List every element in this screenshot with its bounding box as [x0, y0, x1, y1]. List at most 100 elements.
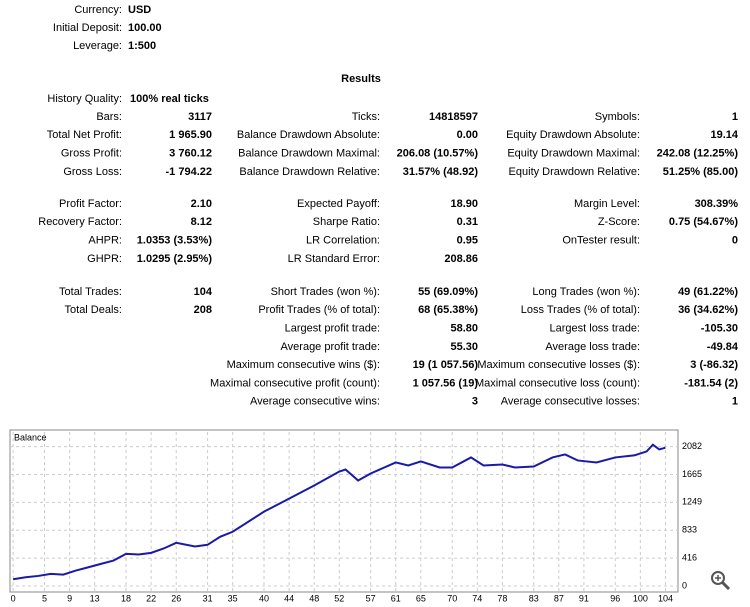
field-value: 208.86 — [444, 253, 478, 265]
field-value: 104 — [194, 286, 213, 298]
zoom-icon[interactable] — [711, 571, 731, 591]
x-tick-label: 74 — [472, 593, 482, 603]
x-tick-label: 52 — [334, 593, 344, 603]
field-label: Ticks: — [352, 111, 380, 123]
field-value: -181.54 (2) — [684, 377, 738, 389]
chart-frame — [9, 429, 679, 593]
x-tick-label: 18 — [121, 593, 131, 603]
field-label: Profit Factor: — [59, 198, 122, 210]
field-value: 1:500 — [128, 40, 156, 52]
field-label: Total Net Profit: — [47, 129, 122, 141]
field-value: 308.39% — [695, 198, 739, 210]
field-label: Symbols: — [595, 111, 640, 123]
field-value: 0.95 — [457, 235, 478, 247]
field-label: LR Correlation: — [306, 235, 380, 247]
field-label: GHPR: — [87, 253, 122, 265]
field-value: 55.30 — [450, 341, 478, 353]
field-label: Average profit trade: — [281, 341, 380, 353]
field-value: 19.14 — [710, 129, 738, 141]
field-label: Recovery Factor: — [38, 216, 122, 228]
field-value: 55 (69.09%) — [418, 286, 478, 298]
y-tick-label: 0 — [682, 580, 687, 590]
field-label: Gross Loss: — [63, 166, 122, 178]
x-tick-label: 22 — [146, 593, 156, 603]
field-value: 206.08 (10.57%) — [397, 148, 479, 160]
field-value: USD — [128, 4, 151, 16]
field-value: 1.0295 (2.95%) — [137, 253, 213, 265]
field-value: -105.30 — [701, 323, 738, 335]
x-tick-label: 5 — [42, 593, 47, 603]
x-tick-label: 48 — [309, 593, 319, 603]
field-label: Expected Payoff: — [297, 198, 380, 210]
field-label: Initial Deposit: — [53, 22, 122, 34]
field-value: 0.75 (54.67%) — [669, 216, 738, 228]
field-label: Margin Level: — [574, 198, 640, 210]
field-label: History Quality: — [47, 93, 122, 105]
field-value: 68 (65.38%) — [418, 304, 478, 316]
x-tick-label: 78 — [497, 593, 507, 603]
field-label: AHPR: — [88, 235, 122, 247]
field-value: 0 — [732, 235, 738, 247]
field-label: Average consecutive wins: — [250, 396, 380, 408]
field-value: 242.08 (12.25%) — [657, 148, 739, 160]
x-tick-label: 13 — [90, 593, 100, 603]
field-value: -1 794.22 — [166, 166, 212, 178]
y-tick-label: 416 — [682, 553, 697, 563]
y-tick-label: 2082 — [682, 441, 702, 451]
field-label: Average consecutive losses: — [501, 396, 640, 408]
field-value: 31.57% (48.92) — [403, 166, 479, 178]
field-value: -49.84 — [707, 341, 739, 353]
x-tick-label: 87 — [554, 593, 564, 603]
field-value: 208 — [194, 304, 212, 316]
field-label: LR Standard Error: — [288, 253, 380, 265]
field-label: Largest profit trade: — [285, 323, 380, 335]
field-value: 3 — [472, 396, 478, 408]
field-value: 1 — [732, 396, 738, 408]
field-value: 1 — [732, 111, 738, 123]
field-label: Sharpe Ratio: — [313, 216, 380, 228]
field-label: Largest loss trade: — [550, 323, 641, 335]
field-label: Loss Trades (% of total): — [521, 304, 640, 316]
x-tick-label: 26 — [171, 593, 181, 603]
field-label: Balance Drawdown Maximal: — [238, 148, 380, 160]
field-value: 58.80 — [450, 323, 478, 335]
section-title: Results — [341, 73, 381, 85]
field-label: Equity Drawdown Relative: — [509, 166, 640, 178]
field-label: Maximum consecutive losses ($): — [477, 359, 640, 371]
x-tick-label: 65 — [416, 593, 426, 603]
field-value: 51.25% (85.00) — [663, 166, 739, 178]
field-label: Currency: — [74, 4, 122, 16]
y-tick-label: 833 — [682, 525, 697, 535]
field-value: 49 (61.22%) — [678, 286, 738, 298]
field-label: Maximal consecutive profit (count): — [210, 377, 380, 389]
field-value: 1 057.56 (19) — [413, 377, 479, 389]
x-tick-label: 44 — [284, 593, 294, 603]
x-tick-label: 0 — [11, 593, 16, 603]
field-label: Z-Score: — [598, 216, 640, 228]
field-label: Long Trades (won %): — [532, 286, 640, 298]
field-label: Gross Profit: — [61, 148, 122, 160]
x-tick-label: 57 — [366, 593, 376, 603]
field-value: 1.0353 (3.53%) — [137, 235, 213, 247]
field-label: Equity Drawdown Absolute: — [506, 129, 640, 141]
field-label: Total Deals: — [65, 304, 122, 316]
field-value: 1 965.90 — [169, 129, 212, 141]
field-label: Equity Drawdown Maximal: — [507, 148, 640, 160]
x-tick-label: 100 — [633, 593, 648, 603]
x-tick-label: 104 — [658, 593, 673, 603]
field-label: Maximum consecutive wins ($): — [227, 359, 380, 371]
field-label: Leverage: — [73, 40, 122, 52]
field-label: Average loss trade: — [545, 341, 640, 353]
field-label: OnTester result: — [562, 235, 640, 247]
x-tick-label: 96 — [610, 593, 620, 603]
y-tick-label: 1249 — [682, 497, 702, 507]
field-value: 36 (34.62%) — [678, 304, 738, 316]
x-tick-label: 40 — [259, 593, 269, 603]
field-value: 100% real ticks — [130, 93, 209, 105]
field-value: 100.00 — [128, 22, 162, 34]
field-value: 3117 — [188, 111, 212, 123]
x-tick-label: 31 — [203, 593, 213, 603]
field-value: 14818597 — [429, 111, 478, 123]
field-value: 0.00 — [457, 129, 478, 141]
